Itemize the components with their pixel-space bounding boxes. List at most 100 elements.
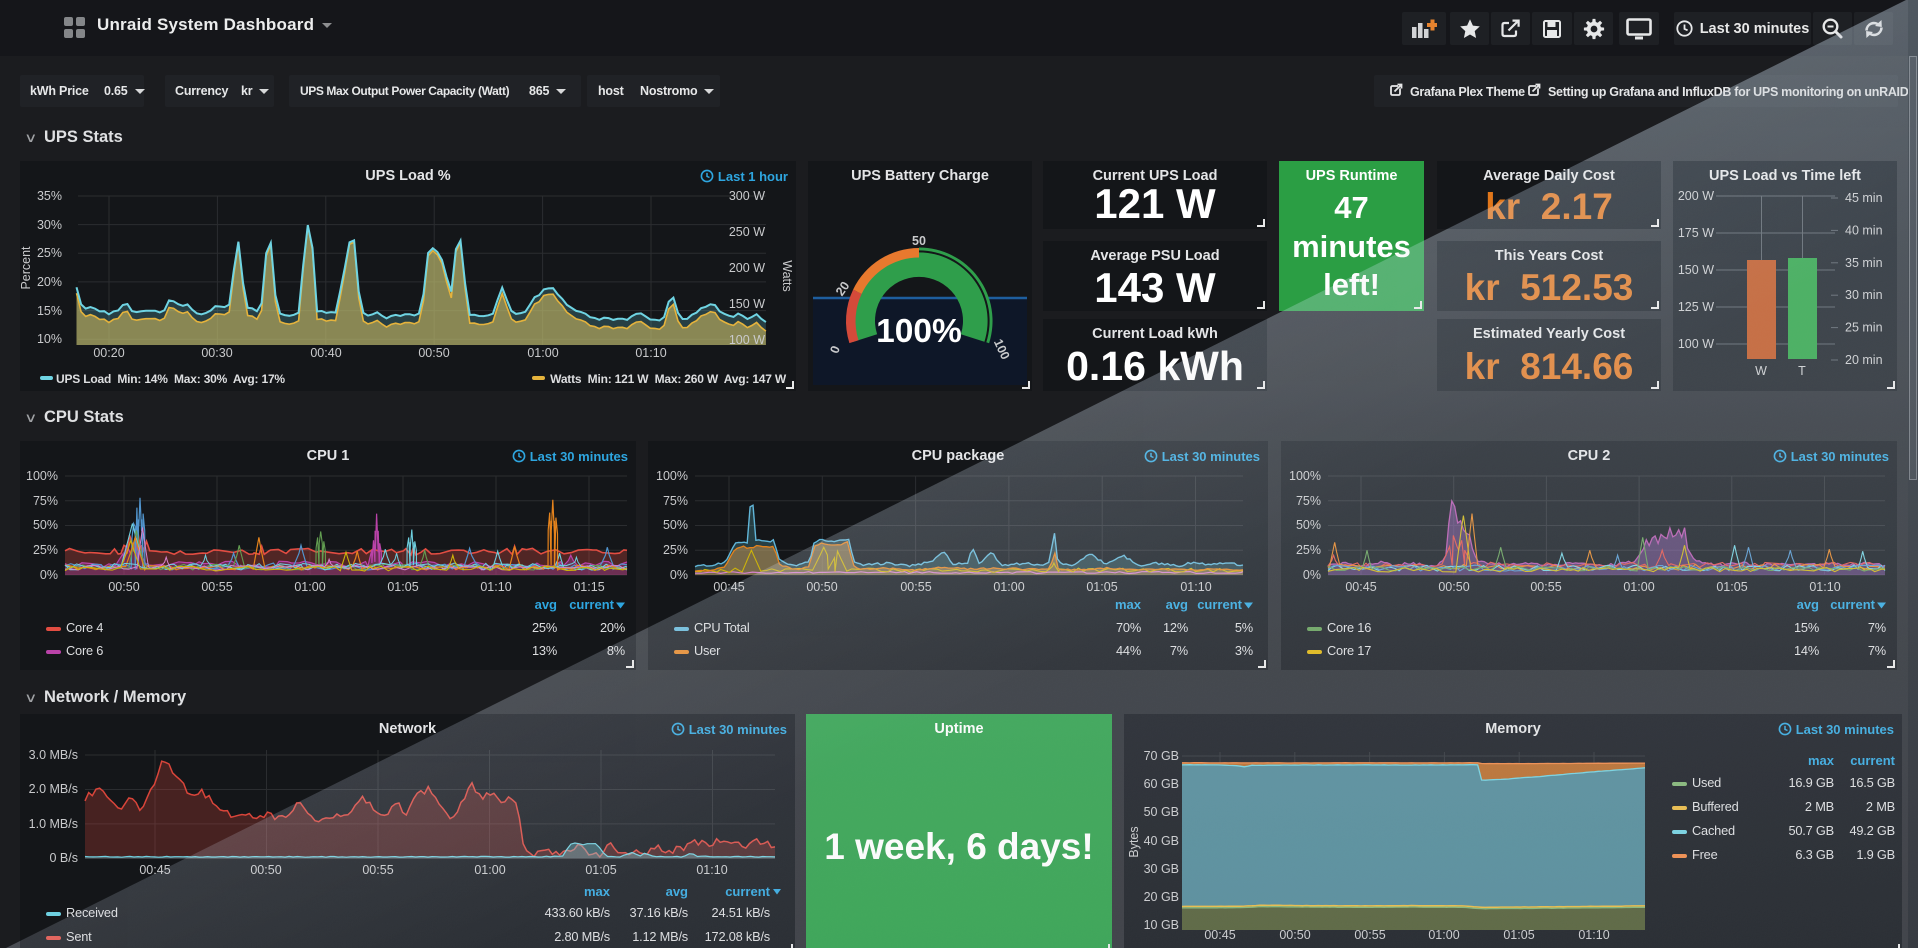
- svg-text:01:00: 01:00: [527, 346, 558, 360]
- svg-text:50: 50: [912, 234, 926, 248]
- svg-text:125 W: 125 W: [1678, 300, 1714, 314]
- svg-text:50 GB: 50 GB: [1144, 805, 1179, 819]
- svg-text:Used: Used: [1692, 775, 1721, 790]
- svg-text:37.16 kB/s: 37.16 kB/s: [630, 905, 688, 920]
- svg-text:Percent: Percent: [19, 246, 33, 290]
- svg-text:Bytes: Bytes: [1127, 826, 1141, 857]
- svg-text:00:50: 00:50: [1438, 580, 1469, 594]
- svg-text:7%: 7%: [1868, 643, 1886, 658]
- svg-text:15%: 15%: [37, 304, 62, 318]
- svg-text:150 W: 150 W: [729, 297, 765, 311]
- svg-text:20 min: 20 min: [1845, 353, 1883, 367]
- svg-text:00:45: 00:45: [1204, 928, 1235, 942]
- svg-text:100%: 100%: [1289, 469, 1321, 483]
- svg-text:00:50: 00:50: [806, 580, 837, 594]
- svg-text:7%: 7%: [1868, 620, 1886, 635]
- svg-text:UPS Load Min: 14% Max: 30%: UPS Load Min: 14% Max: 30% Avg: 17%: [56, 372, 285, 386]
- svg-text:00:20: 00:20: [93, 346, 124, 360]
- svg-text:01:10: 01:10: [480, 580, 511, 594]
- svg-text:00:55: 00:55: [900, 580, 931, 594]
- svg-text:00:45: 00:45: [1345, 580, 1376, 594]
- svg-text:2 MB: 2 MB: [1805, 799, 1834, 814]
- svg-text:70%: 70%: [1116, 620, 1141, 635]
- svg-text:100 W: 100 W: [1678, 337, 1714, 351]
- svg-text:current: current: [725, 884, 770, 899]
- svg-text:8%: 8%: [607, 643, 625, 658]
- svg-text:100%: 100%: [26, 469, 58, 483]
- svg-text:175 W: 175 W: [1678, 226, 1714, 240]
- svg-text:00:45: 00:45: [713, 580, 744, 594]
- svg-text:00:45: 00:45: [139, 863, 170, 877]
- svg-text:20 GB: 20 GB: [1144, 890, 1179, 904]
- svg-text:35%: 35%: [37, 189, 62, 203]
- svg-text:1.9 GB: 1.9 GB: [1856, 847, 1895, 862]
- svg-text:Core 17: Core 17: [1327, 643, 1371, 658]
- svg-text:30 min: 30 min: [1845, 288, 1883, 302]
- svg-text:00:50: 00:50: [250, 863, 281, 877]
- svg-text:0%: 0%: [40, 568, 58, 582]
- svg-text:20%: 20%: [37, 275, 62, 289]
- svg-text:01:05: 01:05: [1716, 580, 1747, 594]
- svg-text:Received: Received: [66, 905, 118, 920]
- svg-text:00:55: 00:55: [201, 580, 232, 594]
- svg-text:50.7 GB: 50.7 GB: [1788, 823, 1834, 838]
- svg-text:01:05: 01:05: [585, 863, 616, 877]
- svg-text:20%: 20%: [600, 620, 625, 635]
- svg-text:2.80 MB/s: 2.80 MB/s: [554, 929, 610, 944]
- svg-text:max: max: [584, 884, 611, 899]
- svg-text:0%: 0%: [670, 568, 688, 582]
- svg-text:avg: avg: [666, 884, 688, 899]
- svg-text:44%: 44%: [1116, 643, 1141, 658]
- svg-text:24.51 kB/s: 24.51 kB/s: [712, 905, 770, 920]
- svg-text:5%: 5%: [1235, 620, 1253, 635]
- svg-text:00:55: 00:55: [362, 863, 393, 877]
- svg-text:10%: 10%: [37, 332, 62, 346]
- svg-text:Core 16: Core 16: [1327, 620, 1371, 635]
- svg-text:15%: 15%: [1794, 620, 1819, 635]
- svg-text:100 W: 100 W: [729, 333, 765, 347]
- svg-text:75%: 75%: [663, 494, 688, 508]
- svg-text:Core 6: Core 6: [66, 643, 103, 658]
- svg-text:01:05: 01:05: [387, 580, 418, 594]
- svg-text:7%: 7%: [1170, 643, 1188, 658]
- svg-text:25 min: 25 min: [1845, 321, 1883, 335]
- svg-text:00:50: 00:50: [1279, 928, 1310, 942]
- svg-text:01:10: 01:10: [1809, 580, 1840, 594]
- svg-text:60 GB: 60 GB: [1144, 777, 1179, 791]
- svg-text:00:40: 00:40: [310, 346, 341, 360]
- svg-text:12%: 12%: [1163, 620, 1188, 635]
- svg-text:25%: 25%: [532, 620, 557, 635]
- svg-text:40 GB: 40 GB: [1144, 834, 1179, 848]
- svg-text:Cached: Cached: [1692, 823, 1735, 838]
- svg-text:0%: 0%: [1303, 568, 1321, 582]
- svg-text:Sent: Sent: [66, 929, 92, 944]
- svg-text:01:10: 01:10: [1578, 928, 1609, 942]
- svg-text:max: max: [1115, 597, 1142, 612]
- svg-text:50%: 50%: [663, 518, 688, 532]
- svg-text:avg: avg: [535, 597, 557, 612]
- svg-text:49.2 GB: 49.2 GB: [1849, 823, 1895, 838]
- svg-text:avg: avg: [1166, 597, 1188, 612]
- svg-text:45 min: 45 min: [1845, 191, 1883, 205]
- svg-text:50%: 50%: [1296, 518, 1321, 532]
- svg-text:40 min: 40 min: [1845, 223, 1883, 237]
- svg-text:75%: 75%: [1296, 494, 1321, 508]
- svg-text:01:00: 01:00: [993, 580, 1024, 594]
- svg-text:01:00: 01:00: [474, 863, 505, 877]
- svg-text:User: User: [694, 643, 721, 658]
- svg-text:20: 20: [833, 279, 852, 298]
- svg-text:current: current: [569, 597, 614, 612]
- svg-text:2 MB: 2 MB: [1866, 799, 1895, 814]
- svg-text:01:00: 01:00: [294, 580, 325, 594]
- svg-text:75%: 75%: [33, 494, 58, 508]
- svg-text:1.12 MB/s: 1.12 MB/s: [632, 929, 688, 944]
- svg-text:01:10: 01:10: [696, 863, 727, 877]
- svg-text:70 GB: 70 GB: [1144, 749, 1179, 763]
- svg-text:1.0 MB/s: 1.0 MB/s: [29, 817, 78, 831]
- svg-text:433.60 kB/s: 433.60 kB/s: [545, 905, 610, 920]
- svg-text:00:30: 00:30: [201, 346, 232, 360]
- svg-text:300 W: 300 W: [729, 189, 765, 203]
- svg-text:current: current: [1830, 597, 1875, 612]
- svg-text:01:10: 01:10: [1180, 580, 1211, 594]
- svg-text:250 W: 250 W: [729, 225, 765, 239]
